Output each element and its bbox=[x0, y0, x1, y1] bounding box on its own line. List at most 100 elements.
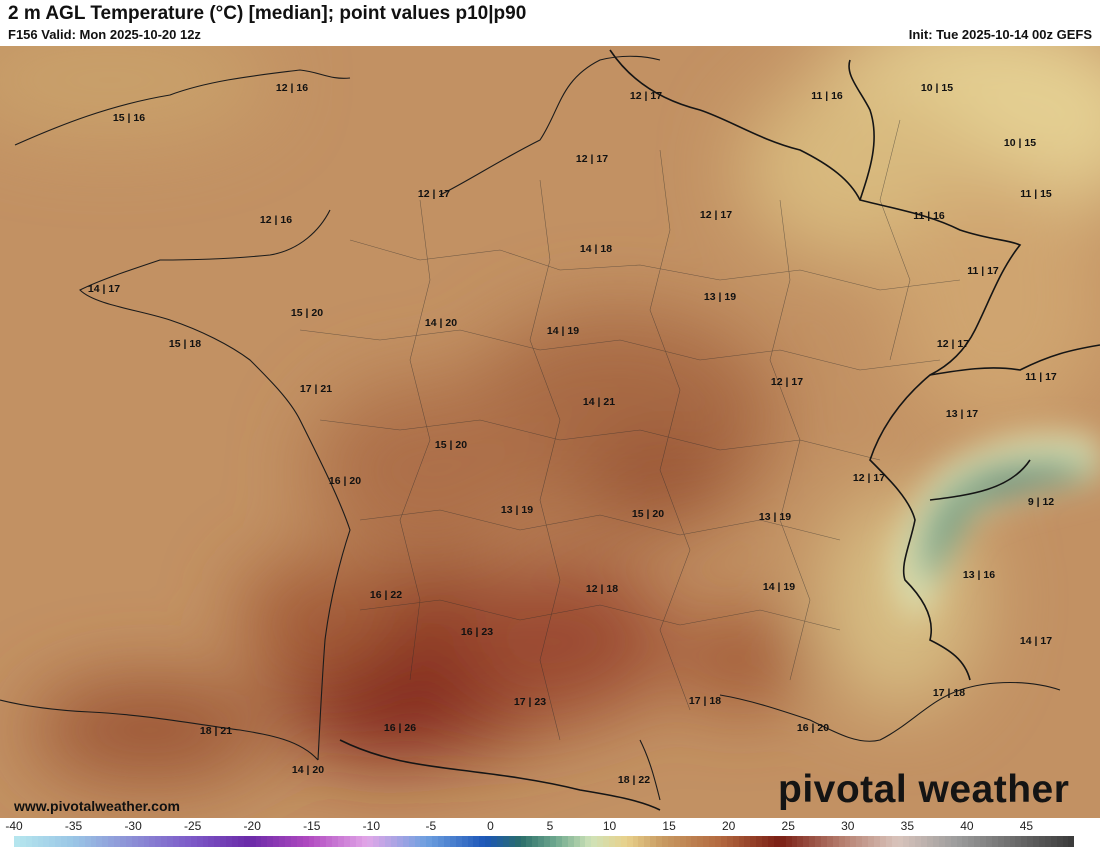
colorbar-swatch bbox=[149, 836, 156, 847]
colorbar-swatch bbox=[467, 836, 474, 847]
colorbar-swatch bbox=[532, 836, 539, 847]
colorbar-tick-label: 30 bbox=[841, 819, 855, 833]
colorbar-swatch bbox=[1015, 836, 1022, 847]
colorbar-swatch bbox=[1044, 836, 1051, 847]
point-value-label: 15 | 20 bbox=[291, 307, 323, 319]
colorbar-swatch bbox=[120, 836, 126, 847]
colorbar-swatch bbox=[762, 836, 768, 847]
brand-logo: pivotal weather bbox=[778, 768, 1070, 811]
point-value-label: 14 | 20 bbox=[292, 764, 324, 776]
colorbar-swatch bbox=[579, 836, 586, 847]
point-value-label: 16 | 26 bbox=[384, 722, 416, 734]
colorbar-swatch bbox=[656, 836, 662, 847]
point-value-label: 11 | 17 bbox=[1025, 371, 1057, 383]
colorbar-swatch bbox=[308, 836, 315, 847]
point-value-label: 13 | 17 bbox=[946, 408, 978, 420]
admin-borders bbox=[299, 119, 961, 741]
temperature-map[interactable]: 12 | 16 15 | 16 12 | 17 11 | 16 10 | 15 10 | … bbox=[0, 46, 1100, 818]
point-value-label: 12 | 17 bbox=[771, 376, 803, 388]
colorbar-swatch bbox=[497, 836, 503, 847]
colorbar-swatch bbox=[432, 836, 439, 847]
colorbar-swatch bbox=[927, 836, 933, 847]
point-value-label: 9 | 12 bbox=[1028, 496, 1054, 508]
point-value-label: 18 | 21 bbox=[200, 725, 232, 737]
point-value-label: 13 | 19 bbox=[704, 291, 736, 303]
colorbar-swatch bbox=[367, 836, 374, 847]
colorbar-swatch bbox=[997, 836, 1004, 847]
point-value-label: 13 | 19 bbox=[759, 511, 791, 523]
colorbar-swatch bbox=[803, 836, 810, 847]
colorbar-swatch bbox=[320, 836, 327, 847]
colorbar-swatch bbox=[1021, 836, 1028, 847]
point-value-label: 15 | 16 bbox=[113, 112, 145, 124]
colorbar-swatch bbox=[738, 836, 745, 847]
colorbar-tick-label: 35 bbox=[900, 819, 915, 833]
point-value-label: 14 | 19 bbox=[763, 581, 795, 593]
colorbar-swatch bbox=[980, 836, 986, 847]
colorbar-swatch bbox=[1068, 836, 1075, 847]
colorbar-swatch bbox=[1003, 836, 1010, 847]
colorbar-swatch bbox=[991, 836, 998, 847]
colorbar-swatch bbox=[438, 836, 445, 847]
colorbar-swatch bbox=[632, 836, 639, 847]
point-value-label: 15 | 20 bbox=[435, 439, 467, 451]
point-value-label: 12 | 16 bbox=[276, 82, 308, 94]
colorbar-swatch bbox=[43, 836, 50, 847]
colorbar-swatch bbox=[673, 836, 680, 847]
colorbar-swatch bbox=[697, 836, 704, 847]
colorbar-swatch bbox=[720, 836, 727, 847]
colorbar-swatch bbox=[526, 836, 533, 847]
colorbar-swatch bbox=[49, 836, 56, 847]
colorbar-swatch bbox=[868, 836, 875, 847]
colorbar-swatch bbox=[714, 836, 721, 847]
colorbar-swatch bbox=[19, 836, 26, 847]
colorbar-swatch bbox=[785, 836, 792, 847]
point-value-label: 11 | 15 bbox=[1020, 188, 1052, 200]
colorbar-swatch bbox=[950, 836, 957, 847]
colorbar-swatch bbox=[178, 836, 185, 847]
colorbar-swatch bbox=[284, 836, 291, 847]
point-value-label: 16 | 20 bbox=[329, 475, 361, 487]
point-value-label: 14 | 17 bbox=[88, 283, 120, 295]
colorbar-swatch bbox=[550, 836, 556, 847]
colorbar-swatch bbox=[968, 836, 975, 847]
colorbar-swatch bbox=[379, 836, 386, 847]
colorbar-swatch bbox=[573, 836, 580, 847]
colorbar-swatch bbox=[821, 836, 827, 847]
colorbar-swatch bbox=[650, 836, 657, 847]
colorbar-swatch bbox=[373, 836, 380, 847]
colorbar-tick-label: -25 bbox=[183, 819, 202, 833]
colorbar-tick-label: 15 bbox=[662, 819, 676, 833]
colorbar-swatch bbox=[167, 836, 174, 847]
point-value-label: 10 | 15 bbox=[1004, 137, 1036, 149]
colorbar-swatch bbox=[243, 836, 250, 847]
coastlines bbox=[0, 55, 1061, 801]
colorbar-swatch bbox=[131, 836, 138, 847]
colorbar-swatch bbox=[296, 836, 303, 847]
point-value-label: 12 | 17 bbox=[700, 209, 732, 221]
colorbar-swatch bbox=[744, 836, 751, 847]
colorbar-swatch bbox=[143, 836, 150, 847]
colorbar-swatch bbox=[938, 836, 945, 847]
colorbar-swatch bbox=[184, 836, 191, 847]
colorbar-swatch bbox=[709, 836, 715, 847]
colorbar-swatch bbox=[326, 836, 333, 847]
colorbar-swatch bbox=[231, 836, 238, 847]
valid-time: F156 Valid: Mon 2025-10-20 12z bbox=[8, 27, 201, 42]
colorbar-ticks: -40 -35 -30 -25 -20 -15 -10 -5 0 5 10 15 20 25 30 35 40 4… bbox=[0, 818, 1100, 834]
point-value-label: 14 | 17 bbox=[1020, 635, 1052, 647]
colorbar-swatch bbox=[921, 836, 928, 847]
colorbar-swatch bbox=[879, 836, 886, 847]
colorbar-tick-label: 40 bbox=[960, 819, 974, 833]
colorbar-swatch bbox=[249, 836, 256, 847]
colorbar-swatch bbox=[90, 836, 97, 847]
colorbar-swatch bbox=[555, 836, 562, 847]
colorbar-swatch bbox=[844, 836, 851, 847]
colorbar-swatch bbox=[402, 836, 409, 847]
point-value-label: 16 | 22 bbox=[370, 589, 402, 601]
point-value-label: 13 | 19 bbox=[501, 504, 533, 516]
colorbar-swatch bbox=[691, 836, 698, 847]
colorbar-swatch bbox=[25, 836, 32, 847]
colorbar-swatch bbox=[856, 836, 863, 847]
colorbar-swatch bbox=[96, 836, 103, 847]
